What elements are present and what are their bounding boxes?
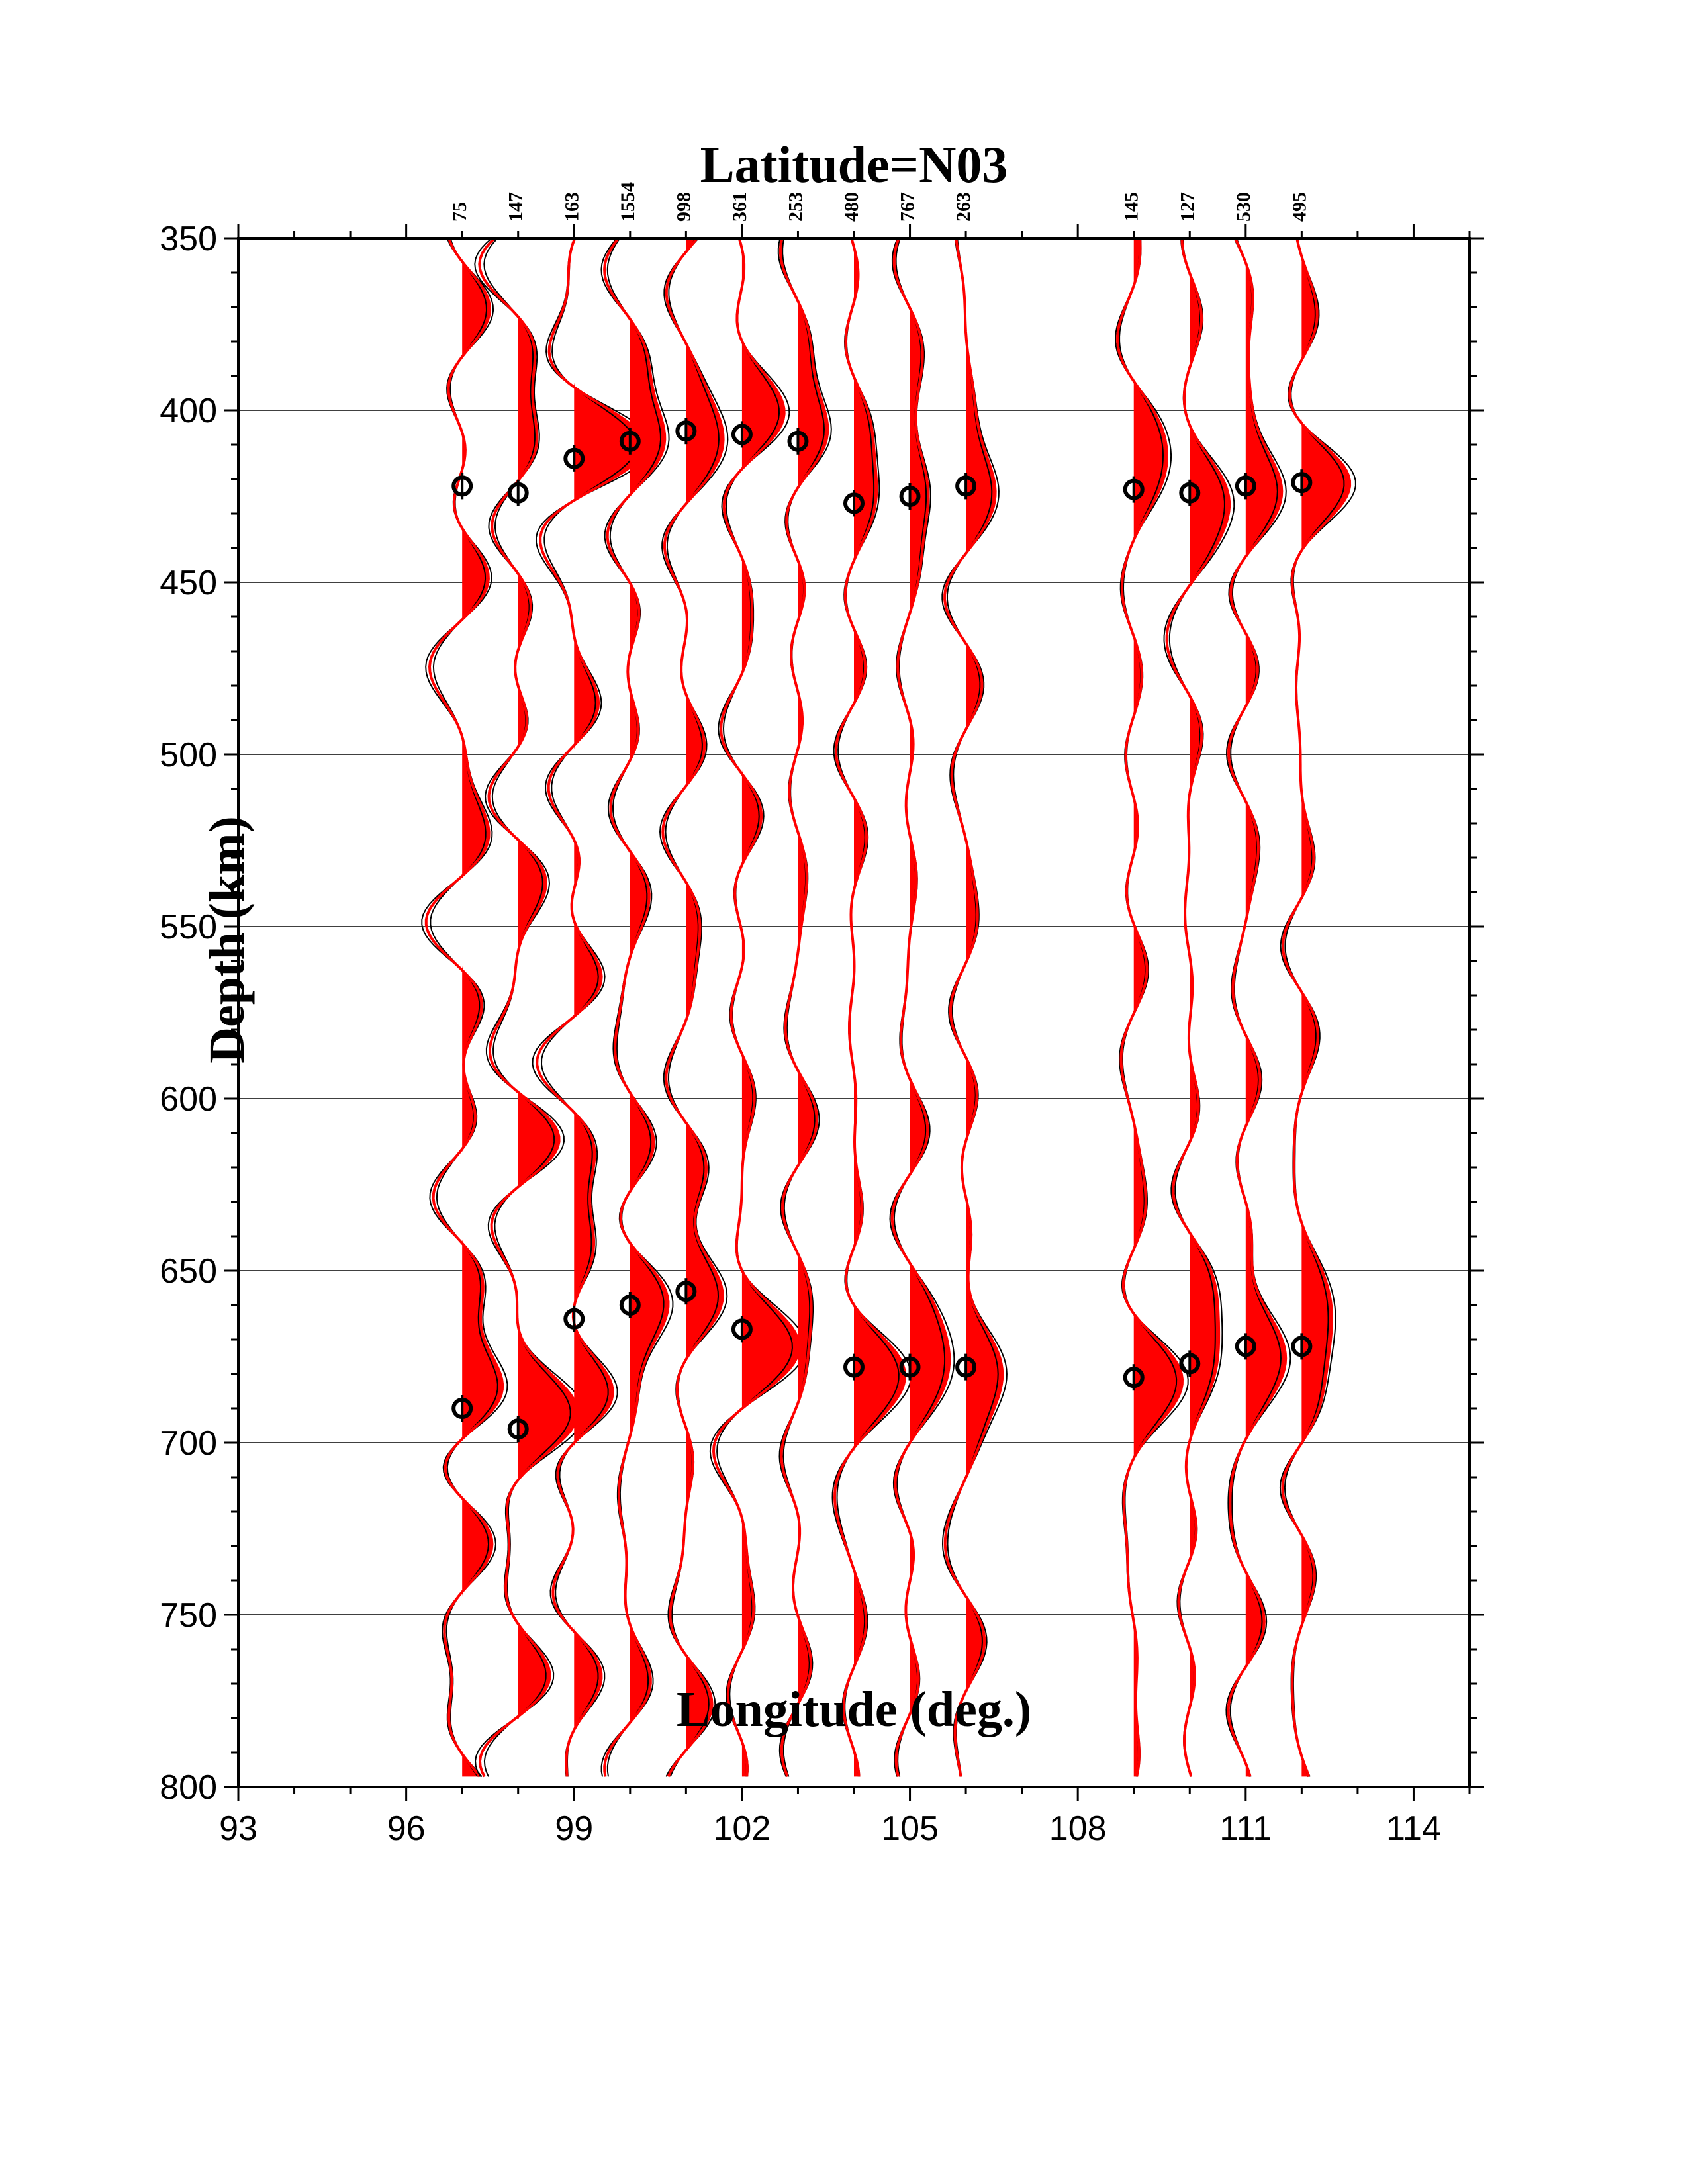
trace-mean: [478, 237, 579, 1778]
marker-410: [787, 430, 809, 452]
x-axis-label: Longitude (deg.): [677, 1682, 1031, 1737]
trace-lower-bound: [947, 238, 999, 1777]
trace-fill: [1133, 238, 1182, 1777]
trace-fill: [686, 238, 724, 1777]
y-tick-label: 700: [160, 1424, 217, 1463]
marker-660: [1123, 1367, 1145, 1388]
trace-fill: [854, 238, 906, 1777]
x-tick-label: 99: [555, 1809, 593, 1848]
station-count: 147: [505, 192, 527, 222]
marker-410: [1291, 472, 1313, 494]
trace-mean: [943, 238, 1004, 1777]
marker-660: [955, 1356, 977, 1378]
trace-mean: [536, 238, 647, 1777]
marker-410: [507, 482, 529, 504]
x-tick-label: 102: [714, 1809, 771, 1848]
trace-mean: [890, 238, 951, 1777]
trace-mean: [424, 238, 504, 1778]
x-tick-label: 111: [1219, 1809, 1272, 1848]
trace-upper-bound: [709, 238, 807, 1777]
trace-mean: [779, 238, 829, 1778]
trace-mean: [833, 238, 907, 1777]
marker-410: [1235, 475, 1256, 497]
y-tick-label: 450: [160, 564, 217, 602]
marker-660: [619, 1295, 641, 1316]
y-tick-label: 550: [160, 908, 217, 946]
y-tick-label: 500: [160, 736, 217, 774]
station-count: 253: [784, 192, 806, 222]
trace-fill: [630, 238, 669, 1777]
station-count: 361: [729, 192, 751, 222]
x-tick-label: 114: [1386, 1809, 1441, 1848]
station-count: 145: [1121, 192, 1143, 222]
axis-ticks: [224, 224, 1484, 1801]
trace-fill: [1190, 238, 1230, 1777]
trace-mean: [603, 237, 670, 1777]
marker-410: [1123, 478, 1145, 500]
station-counts: 75 147 163 1554 998 361 253 480 767 263 145 127 530 4…: [449, 182, 1310, 222]
station-count: 480: [841, 192, 863, 222]
x-tick-label: 105: [881, 1809, 939, 1848]
y-tick-label: 650: [160, 1252, 217, 1291]
y-tick-label: 800: [160, 1768, 217, 1807]
trace-fill: [574, 238, 645, 1777]
marker-410: [1179, 482, 1201, 504]
trace-mean: [712, 238, 801, 1777]
x-tick-label: 93: [219, 1809, 258, 1848]
y-tick-label: 400: [160, 392, 217, 430]
x-tick-label: 108: [1049, 1809, 1107, 1848]
trace-mean: [1281, 238, 1352, 1778]
marker-410: [619, 430, 641, 452]
trace-mean: [1165, 238, 1231, 1777]
marker-660: [675, 1281, 697, 1302]
marker-410: [955, 475, 977, 497]
trace-upper-bound: [941, 238, 1008, 1777]
trace-mean: [661, 237, 725, 1778]
trace-fill: [462, 238, 503, 1777]
trace-lower-bound: [716, 238, 793, 1777]
y-tick-label: 350: [160, 220, 217, 258]
marker-410: [731, 424, 753, 445]
marker-660: [899, 1356, 921, 1378]
marker-410: [899, 486, 921, 507]
y-tick-label: 600: [160, 1080, 217, 1118]
x-tick-label: 96: [387, 1809, 426, 1848]
station-count: 530: [1233, 192, 1254, 222]
station-count: 127: [1176, 192, 1198, 222]
trace-fill: [798, 238, 828, 1777]
marker-660: [451, 1398, 473, 1419]
markers-layer: [451, 418, 1313, 1443]
marker-410: [843, 492, 865, 514]
trace-fill: [910, 238, 950, 1777]
station-count: 495: [1288, 192, 1310, 222]
y-axis-label: Depth (km): [199, 816, 255, 1064]
marker-660: [843, 1356, 865, 1378]
station-count: 163: [561, 192, 583, 222]
marker-660: [1235, 1336, 1256, 1357]
trace-mean: [1116, 238, 1184, 1777]
marker-660: [1291, 1336, 1313, 1357]
trace-fill: [741, 238, 800, 1777]
marker-660: [1179, 1353, 1201, 1375]
tick-labels: 93 96 99 102 105 108 111 114 350 400 450 500 550 600 6…: [160, 220, 1441, 1848]
marker-660: [563, 1308, 585, 1330]
chart-title: Latitude=N03: [700, 136, 1008, 193]
marker-660: [507, 1418, 529, 1440]
station-count: 767: [897, 192, 919, 222]
trace-fill: [1301, 238, 1350, 1777]
marker-410: [563, 447, 585, 469]
trace-mean: [1227, 238, 1288, 1777]
station-count: 75: [449, 202, 471, 222]
traces-layer: [421, 237, 1356, 1778]
marker-410: [451, 475, 473, 497]
station-count: 263: [953, 192, 974, 222]
marker-410: [675, 420, 697, 442]
marker-660: [731, 1318, 753, 1340]
trace-fill: [1245, 238, 1286, 1777]
station-count: 1554: [617, 182, 639, 222]
station-count: 998: [673, 192, 694, 222]
y-tick-label: 750: [160, 1596, 217, 1635]
trace-fill: [966, 238, 1003, 1777]
